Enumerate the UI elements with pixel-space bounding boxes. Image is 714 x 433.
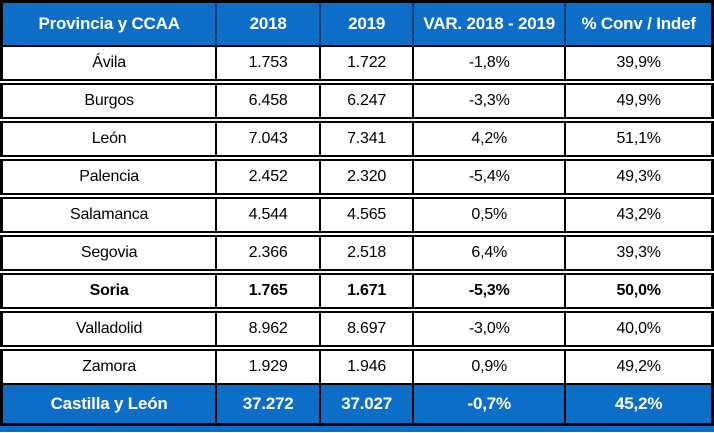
variation-cell: 0,5% (412, 196, 566, 234)
table-row: Soria 1.765 1.671 -5,3% 50,0% (1, 272, 713, 310)
table-row: León 7.043 7.341 4,2% 51,1% (1, 120, 713, 158)
value-2018-cell: 4.544 (215, 196, 321, 234)
table-row: Valladolid 8.962 8.697 -3,0% 40,0% (1, 310, 713, 348)
conv-indef-cell: 49,9% (564, 82, 713, 120)
value-2019-cell: 1.671 (319, 272, 414, 310)
value-2018-cell: 7.043 (215, 120, 321, 158)
value-2019-cell: 6.247 (319, 82, 414, 120)
province-cell: Segovia (1, 234, 217, 272)
value-2018-cell: 8.962 (215, 310, 321, 348)
province-cell: Soria (1, 272, 217, 310)
col-header-conv-indef: % Conv / Indef (564, 1, 713, 46)
variation-cell: -3,0% (412, 310, 566, 348)
variation-cell: -1,8% (412, 46, 566, 82)
value-2019-cell: 4.565 (319, 196, 414, 234)
totals-2019-cell: 37.027 (319, 384, 414, 425)
conv-indef-cell: 39,9% (564, 46, 713, 82)
variation-cell: 4,2% (412, 120, 566, 158)
conv-indef-cell: 51,1% (564, 120, 713, 158)
cropped-next-row-strip (0, 426, 714, 432)
province-cell: León (1, 120, 217, 158)
conv-indef-cell: 40,0% (564, 310, 713, 348)
table-row: Ávila 1.753 1.722 -1,8% 39,9% (1, 46, 713, 82)
province-cell: Ávila (1, 46, 217, 82)
table-row: Zamora 1.929 1.946 0,9% 49,2% (1, 348, 713, 384)
variation-cell: 6,4% (412, 234, 566, 272)
table-body: Ávila 1.753 1.722 -1,8% 39,9% Burgos 6.4… (1, 46, 713, 384)
value-2019-cell: 2.518 (319, 234, 414, 272)
value-2019-cell: 1.722 (319, 46, 414, 82)
conv-indef-cell: 49,2% (564, 348, 713, 384)
totals-region-cell: Castilla y León (1, 384, 217, 425)
value-2018-cell: 1.929 (215, 348, 321, 384)
value-2018-cell: 1.753 (215, 46, 321, 82)
col-header-2018: 2018 (215, 1, 321, 46)
col-header-provincia: Provincia y CCAA (1, 1, 217, 46)
header-row: Provincia y CCAA 2018 2019 VAR. 2018 - 2… (1, 1, 713, 46)
province-cell: Zamora (1, 348, 217, 384)
totals-variation-cell: -0,7% (412, 384, 566, 425)
value-2019-cell: 8.697 (319, 310, 414, 348)
value-2019-cell: 7.341 (319, 120, 414, 158)
province-cell: Valladolid (1, 310, 217, 348)
col-header-2019: 2019 (319, 1, 414, 46)
variation-cell: -5,4% (412, 158, 566, 196)
col-header-variation: VAR. 2018 - 2019 (412, 1, 566, 46)
variation-cell: -3,3% (412, 82, 566, 120)
table-row: Segovia 2.366 2.518 6,4% 39,3% (1, 234, 713, 272)
variation-cell: 0,9% (412, 348, 566, 384)
value-2018-cell: 2.366 (215, 234, 321, 272)
totals-2018-cell: 37.272 (215, 384, 321, 425)
table-row: Salamanca 4.544 4.565 0,5% 43,2% (1, 196, 713, 234)
conv-indef-cell: 50,0% (564, 272, 713, 310)
table-row: Burgos 6.458 6.247 -3,3% 49,9% (1, 82, 713, 120)
conv-indef-cell: 39,3% (564, 234, 713, 272)
table-row: Palencia 2.452 2.320 -5,4% 49,3% (1, 158, 713, 196)
conv-indef-cell: 49,3% (564, 158, 713, 196)
value-2018-cell: 1.765 (215, 272, 321, 310)
variation-cell: -5,3% (412, 272, 566, 310)
value-2019-cell: 2.320 (319, 158, 414, 196)
province-cell: Salamanca (1, 196, 217, 234)
conv-indef-cell: 43,2% (564, 196, 713, 234)
value-2019-cell: 1.946 (319, 348, 414, 384)
totals-conv-cell: 45,2% (564, 384, 713, 425)
value-2018-cell: 2.452 (215, 158, 321, 196)
province-cell: Burgos (1, 82, 217, 120)
totals-row: Castilla y León 37.272 37.027 -0,7% 45,2… (1, 384, 713, 425)
province-cell: Palencia (1, 158, 217, 196)
value-2018-cell: 6.458 (215, 82, 321, 120)
